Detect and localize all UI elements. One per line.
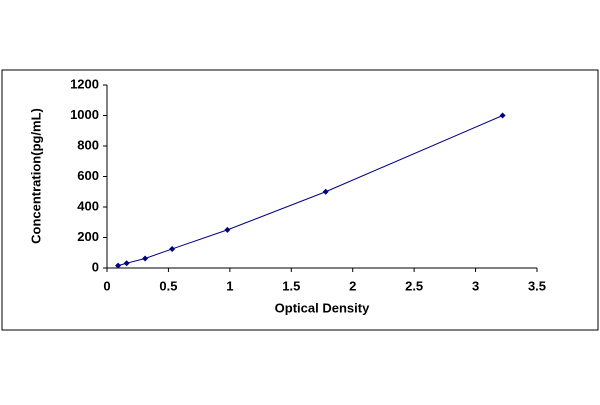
- x-tick-label: 0.5: [159, 278, 177, 293]
- data-point: [115, 262, 122, 269]
- x-tick-label: 3.5: [528, 278, 546, 293]
- data-point: [169, 245, 176, 252]
- y-tick-label: 200: [77, 229, 99, 244]
- curve-line: [117, 115, 503, 267]
- x-tick-label: 1.5: [282, 278, 300, 293]
- data-point: [224, 226, 231, 233]
- data-point: [499, 112, 506, 119]
- chart-frame: [1, 69, 599, 331]
- x-axis-label: Optical Density: [275, 300, 370, 315]
- y-tick-label: 1200: [70, 76, 99, 91]
- x-tick-label: 2.5: [405, 278, 423, 293]
- y-axis-label: Concentration(pg/mL): [28, 108, 43, 244]
- y-tick-label: 800: [77, 137, 99, 152]
- y-tick-label: 0: [92, 259, 99, 274]
- x-tick-label: 2: [349, 278, 356, 293]
- y-tick-label: 1000: [70, 107, 99, 122]
- y-tick-label: 600: [77, 168, 99, 183]
- data-point: [322, 188, 329, 195]
- x-tick-label: 0: [103, 278, 110, 293]
- data-point: [123, 260, 130, 267]
- data-point: [142, 255, 149, 262]
- x-tick-label: 1: [226, 278, 233, 293]
- y-tick-label: 400: [77, 198, 99, 213]
- x-tick-label: 3: [472, 278, 479, 293]
